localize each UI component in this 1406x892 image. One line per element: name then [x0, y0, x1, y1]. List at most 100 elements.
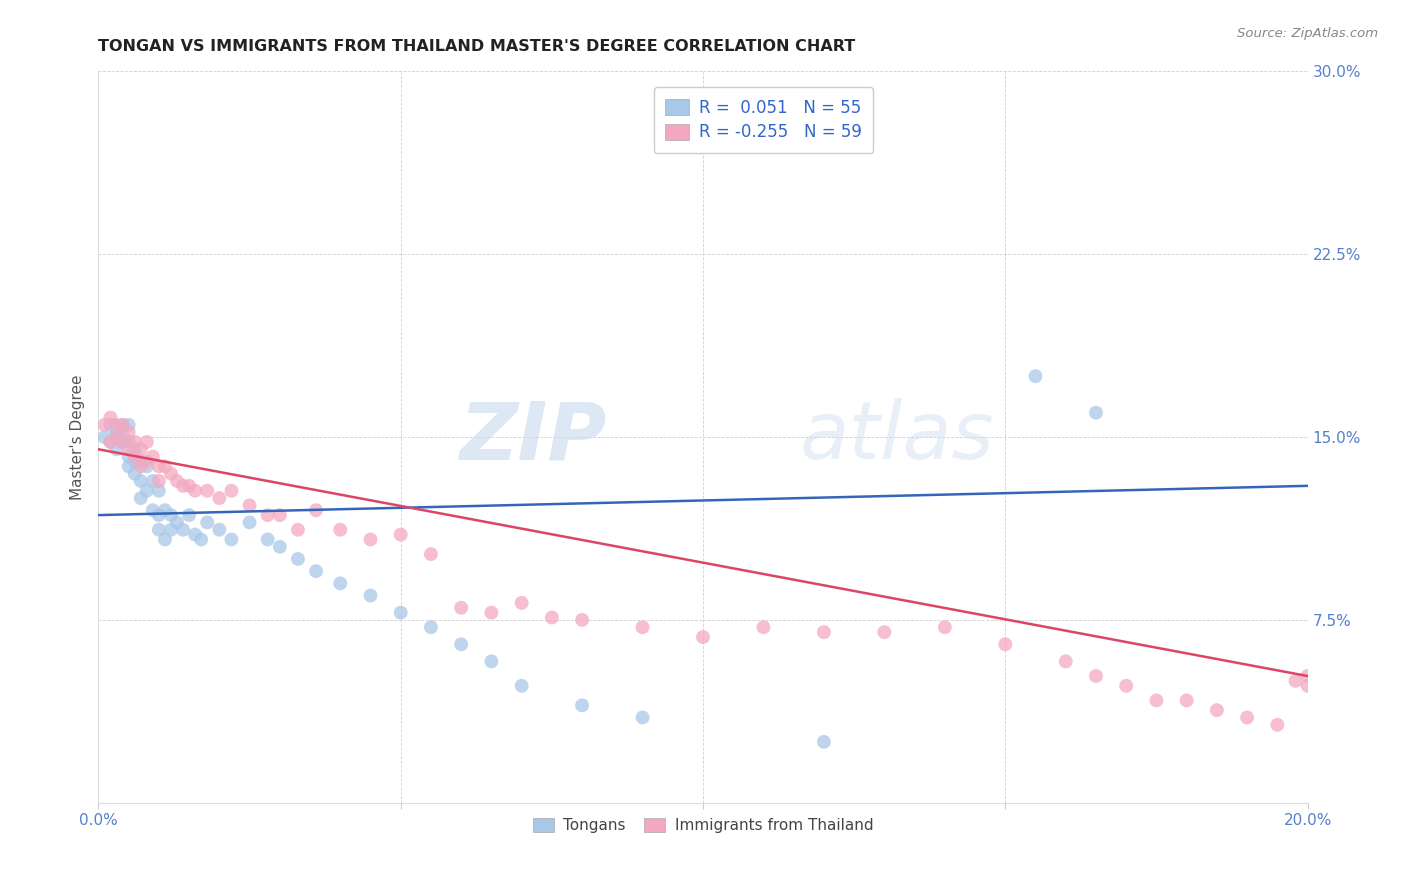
Point — [389, 606, 412, 620]
Point — [256, 508, 278, 522]
Point — [190, 533, 212, 547]
Legend: Tongans, Immigrants from Thailand: Tongans, Immigrants from Thailand — [527, 812, 879, 839]
Point — [111, 430, 134, 444]
Point — [1296, 679, 1319, 693]
Point — [305, 564, 328, 578]
Point — [540, 610, 562, 624]
Point — [129, 442, 152, 457]
Point — [153, 459, 176, 474]
Point — [1024, 369, 1046, 384]
Point — [1284, 673, 1306, 688]
Point — [148, 474, 170, 488]
Point — [184, 527, 207, 541]
Point — [142, 450, 165, 464]
Point — [135, 434, 157, 449]
Point — [142, 474, 165, 488]
Point — [184, 483, 207, 498]
Point — [221, 533, 243, 547]
Point — [360, 533, 382, 547]
Point — [118, 417, 141, 432]
Point — [256, 533, 278, 547]
Point — [166, 516, 188, 530]
Point — [360, 589, 382, 603]
Text: atlas: atlas — [800, 398, 994, 476]
Point — [420, 620, 443, 634]
Point — [269, 508, 291, 522]
Point — [118, 434, 141, 449]
Point — [450, 637, 472, 651]
Point — [813, 625, 835, 640]
Point — [287, 523, 309, 537]
Point — [142, 503, 165, 517]
Point — [1175, 693, 1198, 707]
Point — [239, 499, 262, 513]
Point — [481, 654, 503, 668]
Point — [118, 442, 141, 457]
Point — [195, 483, 218, 498]
Text: TONGAN VS IMMIGRANTS FROM THAILAND MASTER'S DEGREE CORRELATION CHART: TONGAN VS IMMIGRANTS FROM THAILAND MASTE… — [98, 38, 856, 54]
Point — [752, 620, 775, 634]
Point — [873, 625, 896, 640]
Point — [111, 434, 134, 449]
Point — [111, 417, 134, 432]
Point — [148, 483, 170, 498]
Point — [481, 606, 503, 620]
Y-axis label: Master's Degree: Master's Degree — [69, 375, 84, 500]
Point — [93, 417, 115, 432]
Point — [124, 467, 146, 481]
Point — [118, 459, 141, 474]
Point — [111, 417, 134, 432]
Point — [631, 620, 654, 634]
Point — [179, 479, 201, 493]
Point — [111, 434, 134, 449]
Point — [105, 430, 128, 444]
Point — [148, 459, 170, 474]
Point — [160, 467, 183, 481]
Point — [100, 410, 122, 425]
Point — [1236, 710, 1258, 724]
Point — [287, 552, 309, 566]
Point — [329, 576, 352, 591]
Point — [148, 523, 170, 537]
Point — [100, 434, 122, 449]
Point — [208, 491, 231, 505]
Point — [1206, 703, 1229, 717]
Point — [105, 417, 128, 432]
Point — [118, 425, 141, 440]
Point — [813, 735, 835, 749]
Point — [305, 503, 328, 517]
Point — [135, 454, 157, 468]
Point — [1144, 693, 1167, 707]
Text: Source: ZipAtlas.com: Source: ZipAtlas.com — [1237, 27, 1378, 40]
Point — [172, 479, 194, 493]
Point — [129, 491, 152, 505]
Point — [148, 508, 170, 522]
Point — [195, 516, 218, 530]
Point — [129, 474, 152, 488]
Point — [1296, 669, 1319, 683]
Point — [1115, 679, 1137, 693]
Point — [934, 620, 956, 634]
Point — [118, 450, 141, 464]
Point — [571, 698, 593, 713]
Point — [135, 459, 157, 474]
Point — [269, 540, 291, 554]
Point — [105, 442, 128, 457]
Point — [166, 474, 188, 488]
Point — [129, 459, 152, 474]
Point — [631, 710, 654, 724]
Point — [153, 503, 176, 517]
Point — [124, 450, 146, 464]
Point — [510, 596, 533, 610]
Point — [93, 430, 115, 444]
Point — [221, 483, 243, 498]
Point — [1267, 718, 1289, 732]
Point — [994, 637, 1017, 651]
Point — [160, 508, 183, 522]
Point — [100, 417, 122, 432]
Point — [105, 430, 128, 444]
Point — [105, 425, 128, 440]
Point — [692, 630, 714, 644]
Point — [124, 454, 146, 468]
Point — [239, 516, 262, 530]
